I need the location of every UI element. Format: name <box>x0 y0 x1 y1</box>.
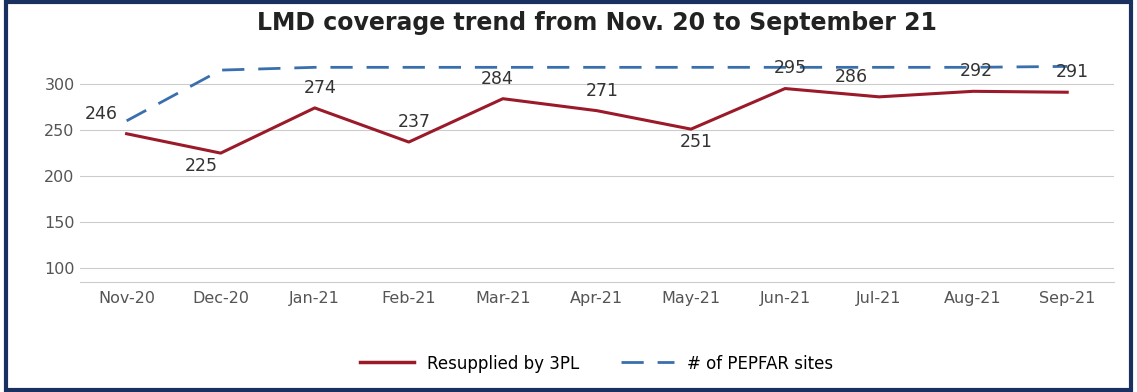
Text: 284: 284 <box>481 70 514 87</box>
Text: 292: 292 <box>960 62 993 80</box>
Legend: Resupplied by 3PL, # of PEPFAR sites: Resupplied by 3PL, # of PEPFAR sites <box>360 355 833 373</box>
Text: 286: 286 <box>835 68 868 86</box>
Text: 251: 251 <box>680 133 713 151</box>
Title: LMD coverage trend from Nov. 20 to September 21: LMD coverage trend from Nov. 20 to Septe… <box>257 11 937 35</box>
Text: 291: 291 <box>1056 63 1089 81</box>
Text: 237: 237 <box>398 113 431 131</box>
Text: 246: 246 <box>85 105 118 123</box>
Text: 274: 274 <box>304 79 337 97</box>
Text: 271: 271 <box>586 82 619 100</box>
Text: 295: 295 <box>774 60 807 78</box>
Text: 225: 225 <box>184 157 218 175</box>
